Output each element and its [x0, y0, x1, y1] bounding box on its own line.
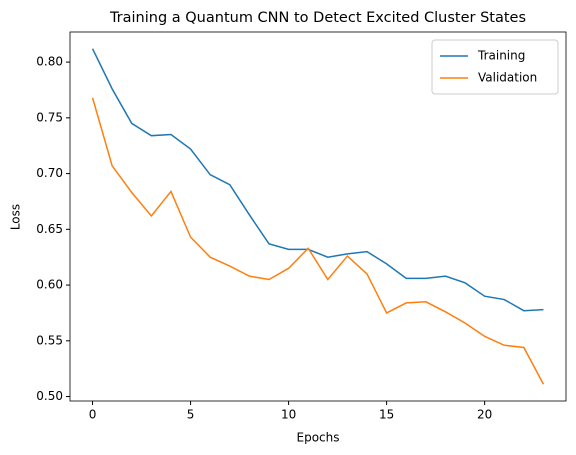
- y-axis-label: Loss: [9, 204, 23, 230]
- plot-frame: [69, 31, 567, 402]
- x-tick-label: 10: [281, 408, 296, 422]
- x-axis-label: Epochs: [297, 431, 340, 445]
- x-tick-label: 20: [477, 408, 492, 422]
- line-series: [91, 48, 544, 312]
- y-tick-label: 0.70: [36, 166, 63, 180]
- chart-title: Training a Quantum CNN to Detect Excited…: [109, 10, 526, 26]
- legend-label: Validation: [478, 71, 537, 85]
- y-tick-label: 0.55: [36, 333, 63, 347]
- legend-label: Training: [477, 49, 525, 63]
- y-tick-label: 0.50: [36, 389, 63, 403]
- y-tick-label: 0.80: [36, 55, 63, 69]
- x-tick-label: 15: [379, 408, 394, 422]
- y-tick-label: 0.75: [36, 110, 63, 124]
- x-tick-label: 0: [89, 408, 97, 422]
- legend-box: [431, 39, 559, 95]
- x-tick-label: 5: [187, 408, 195, 422]
- line-series: [91, 97, 545, 385]
- y-tick-label: 0.65: [36, 222, 63, 236]
- y-tick-label: 0.60: [36, 278, 63, 292]
